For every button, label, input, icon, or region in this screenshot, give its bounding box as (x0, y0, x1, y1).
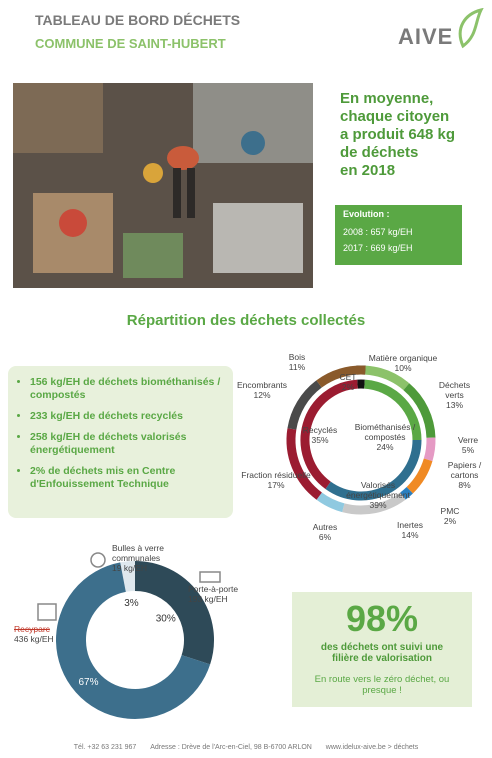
outer-label-value: 5% (433, 445, 492, 455)
inner-label-value: 24% (350, 442, 420, 452)
icon (38, 604, 56, 620)
icon (200, 572, 220, 582)
valorisation-tagline: En route vers le zéro déchet, ou presque… (312, 674, 452, 696)
collection-name: Bulles à verre communales (112, 543, 202, 563)
inner-label-name: Biométhanisés / compostés (350, 422, 420, 442)
footer-address: Adresse : Drève de l'Arc-en-Ciel, 98 B-6… (150, 744, 312, 751)
outer-label-value: 17% (241, 480, 311, 490)
outer-label-name: Papiers / cartons (442, 460, 487, 480)
outer-label-name: Fraction résiduelle (241, 470, 311, 480)
valorisation-text: des déchets ont suivi une filière de val… (310, 642, 454, 664)
outer-label-value: 8% (442, 480, 487, 490)
icon (91, 553, 105, 567)
page: TABLEAU DE BORD DÉCHETS COMMUNE DE SAINT… (0, 0, 492, 758)
outer-label-name: Verre (433, 435, 492, 445)
donut-segment (123, 576, 135, 577)
valorisation-box: 98% des déchets ont suivi une filière de… (292, 592, 472, 707)
outer-label-name: Déchets verts (432, 380, 477, 400)
inner-label-value: 35% (285, 435, 355, 445)
inner-label-value: 2% (313, 382, 383, 392)
valorisation-value: 98% (292, 598, 472, 640)
segment-label: 3% (124, 598, 139, 609)
donut-segment (319, 496, 343, 508)
outer-label-value: 10% (368, 363, 438, 373)
segment-label: 67% (78, 677, 98, 688)
outer-label-name: Autres (290, 522, 360, 532)
collection-amount: 19 kg/EH (112, 563, 202, 573)
inner-label-name: Recyclés (285, 425, 355, 435)
outer-label-name: Matière organique (368, 353, 438, 363)
collection-callout: Recyparc436 kg/EH (14, 624, 104, 644)
outer-label-name: PMC (415, 506, 485, 516)
outer-label-name: Inertes (375, 520, 445, 530)
outer-label-name: Encombrants (227, 380, 297, 390)
outer-label-value: 14% (375, 530, 445, 540)
inner-label-value: 39% (343, 500, 413, 510)
outer-label-name: Bois (262, 352, 332, 362)
footer-website: www.idelux-aive.be > déchets (326, 744, 418, 751)
outer-label-value: 6% (290, 532, 360, 542)
outer-label-value: 12% (227, 390, 297, 400)
collection-name: Porte-à-porte (188, 584, 278, 594)
outer-label-value: 13% (432, 400, 477, 410)
footer: Tél. +32 63 231 967 Adresse : Drève de l… (0, 744, 492, 751)
collection-amount: 193 kg/EH (188, 594, 278, 604)
inner-label-name: Valorisés énergétiquement (343, 480, 413, 500)
donut-segment (428, 438, 431, 460)
segment-label: 30% (156, 614, 176, 625)
outer-label-value: 11% (262, 362, 332, 372)
collection-amount: 436 kg/EH (14, 634, 104, 644)
inner-label-name: CET (313, 372, 383, 382)
collection-name: Recyparc (14, 624, 104, 634)
footer-phone: Tél. +32 63 231 967 (74, 744, 136, 751)
